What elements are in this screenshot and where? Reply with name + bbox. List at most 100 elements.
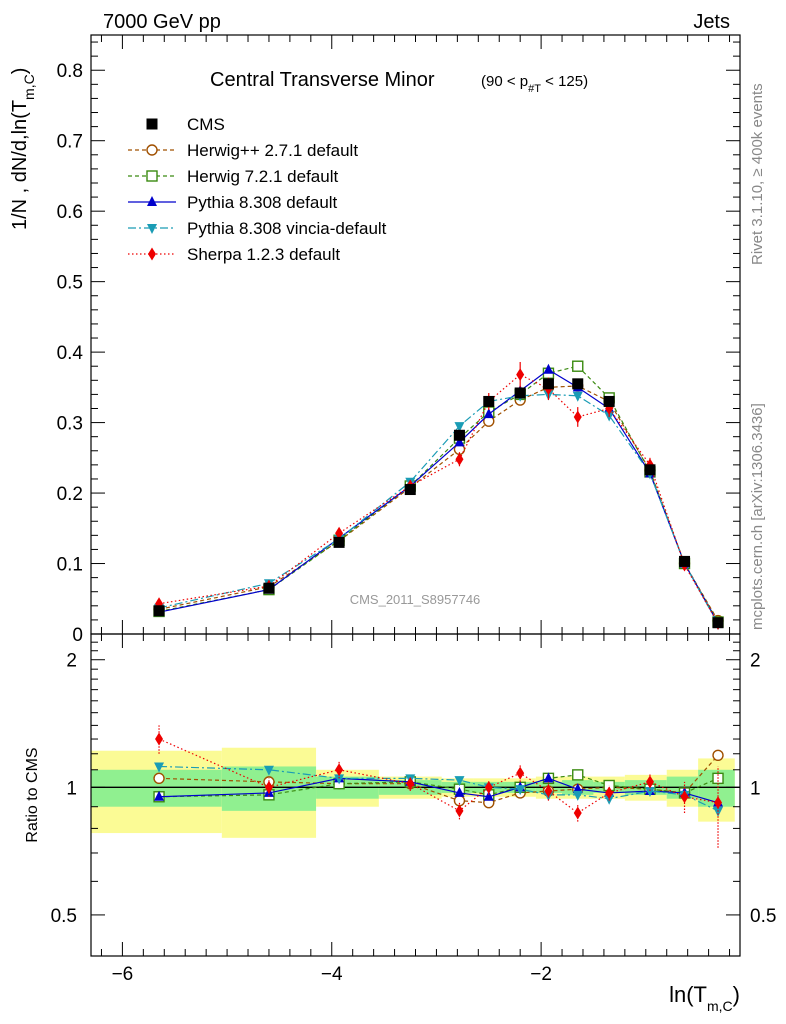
ratio-point — [544, 784, 553, 798]
legend-marker — [146, 118, 158, 130]
data-point — [516, 368, 525, 382]
legend-marker — [147, 224, 157, 234]
legend-label: Pythia 8.308 default — [187, 193, 338, 212]
data-point — [644, 464, 656, 476]
ratio-point — [263, 765, 274, 776]
ratio-y-tick-label-right: 1 — [750, 778, 761, 799]
data-point — [679, 555, 691, 567]
y-axis-label: 1/N , dN/d,ln(Tm,C) — [9, 68, 37, 230]
data-point — [483, 408, 494, 419]
ratio-point — [455, 804, 464, 818]
data-point — [454, 422, 465, 433]
legend: CMS Herwig++ 2.7.1 default Herwig 7.2.1 de… — [128, 115, 387, 264]
legend-item: Sherpa 1.2.3 default — [128, 245, 340, 264]
legend-label: CMS — [187, 115, 225, 134]
ratio-point — [605, 786, 614, 800]
ratio-y-tick-label-right: 2 — [750, 651, 761, 672]
ratio-point — [454, 776, 465, 787]
ratio-point — [155, 732, 164, 746]
ratio-point — [264, 780, 273, 794]
main-panel: 0 0.1 0.2 0.3 0.4 0.5 0.6 0.7 0.8 Central Transv… — [9, 34, 741, 646]
data-point — [335, 526, 344, 540]
data-point — [603, 395, 615, 407]
header-right: Jets — [693, 11, 730, 33]
watermark: CMS_2011_S8957746 — [350, 592, 481, 607]
series-line — [158, 369, 719, 624]
ratio-point — [154, 790, 165, 801]
ratio-point — [714, 796, 723, 810]
series-herwig-2-7-1-default — [153, 380, 724, 627]
data-point — [572, 360, 584, 372]
legend-item: CMS — [146, 115, 225, 134]
y-tick-label: 0.3 — [57, 414, 83, 435]
x-axis-label-end: ) — [733, 982, 740, 1007]
ratio-point — [153, 772, 165, 785]
data-point — [153, 605, 165, 617]
plot-title-main: Central Transverse Minor — [210, 69, 435, 91]
series-pythia-8-308-default — [154, 363, 724, 628]
data-point — [263, 582, 275, 594]
data-point — [542, 378, 554, 390]
plot-title-range-sub: #T — [528, 83, 541, 95]
header-left: 7000 GeV pp — [103, 11, 221, 33]
rivet-label: Rivet 3.1.10, ≥ 400k events — [749, 83, 766, 265]
data-point — [453, 429, 465, 441]
ratio-y-label: Ratio to CMS — [24, 747, 41, 842]
x-tick-label: −2 — [530, 964, 552, 985]
legend-item: Herwig++ 2.7.1 default — [128, 141, 358, 160]
ratio-point — [516, 766, 525, 780]
ratio-point — [484, 780, 493, 794]
series-line — [158, 373, 719, 624]
legend-marker — [146, 170, 158, 182]
ratio-point — [644, 787, 655, 798]
y-tick-label: 0.6 — [57, 202, 83, 223]
legend-marker — [147, 196, 157, 206]
ratio-point — [335, 763, 344, 777]
y-tick-label: 0.8 — [57, 61, 83, 82]
legend-label: Herwig++ 2.7.1 default — [187, 141, 358, 160]
data-point — [712, 617, 724, 629]
ratio-point — [515, 785, 526, 796]
legend-marker — [148, 247, 156, 261]
ratio-point — [572, 790, 583, 801]
series-line — [158, 365, 719, 623]
ratio-point — [573, 806, 582, 820]
y-axis-label-end: ) — [9, 68, 31, 75]
plot-title-range: (90 < p#T < 125) — [481, 73, 588, 95]
x-tick-label: −4 — [321, 964, 343, 985]
x-axis-label-sub: m,C — [707, 998, 733, 1014]
data-point — [572, 391, 583, 402]
ratio-point — [154, 762, 165, 773]
legend-label: Sherpa 1.2.3 default — [187, 245, 340, 264]
x-axis-label-start: ln(T — [669, 982, 707, 1007]
ratio-point — [712, 749, 724, 762]
series-line — [158, 385, 719, 621]
data-point — [483, 395, 495, 407]
ratio-point — [572, 769, 584, 781]
ratio-point — [334, 774, 345, 785]
y-tick-label: 0.2 — [57, 484, 83, 505]
ratio-point — [680, 790, 689, 804]
ratio-point — [454, 786, 465, 797]
y-tick-label: 0.1 — [57, 555, 83, 576]
data-point — [543, 363, 554, 374]
ratio-point — [572, 783, 583, 794]
legend-item: Herwig 7.2.1 default — [128, 167, 338, 186]
y-axis-label-start: 1/N , dN/d,ln(T — [9, 100, 31, 230]
y-tick-label: 0.7 — [57, 132, 83, 153]
ratio-point — [543, 772, 554, 783]
ratio-y-tick-label: 0.5 — [51, 906, 77, 927]
ratio-point — [713, 806, 724, 817]
data-point — [333, 536, 345, 548]
y-axis-label-sub: m,C — [21, 74, 37, 100]
data-point — [572, 378, 584, 390]
mcplots-label: mcplots.cern.ch [arXiv:1306.3436] — [749, 403, 766, 630]
data-point — [455, 452, 464, 466]
x-axis-label: ln(Tm,C) — [669, 982, 740, 1014]
ratio-point — [645, 775, 654, 789]
y-tick-label: 0.5 — [57, 273, 83, 294]
ratio-y-tick-label-right: 0.5 — [750, 906, 776, 927]
data-point — [454, 436, 465, 447]
legend-marker — [146, 144, 158, 156]
